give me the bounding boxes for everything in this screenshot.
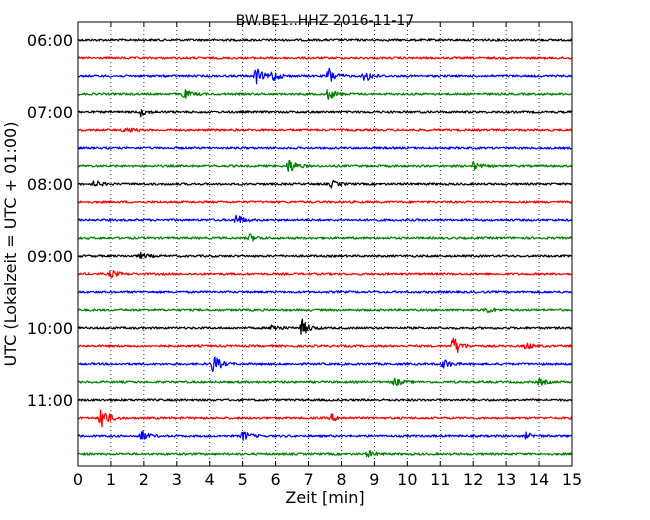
seismogram-trace (77, 214, 573, 224)
x-tick-label: 15 (562, 470, 582, 489)
seismogram-trace (77, 377, 573, 387)
seismogram-trace (77, 200, 573, 204)
plot-frame (77, 21, 573, 467)
x-tick-label: 9 (369, 470, 379, 489)
seismogram-trace (77, 409, 573, 428)
y-tick-label: 06:00 (27, 31, 73, 50)
x-tick-label: 4 (205, 470, 215, 489)
y-axis-title: UTC (Lokalzeit = UTC + 01:00) (1, 122, 20, 367)
x-tick-label: 11 (430, 470, 450, 489)
x-tick-label: 8 (336, 470, 346, 489)
x-axis: 0 1 2 3 4 5 6 7 8 9 10 11 12 13 14 15 (73, 22, 582, 489)
y-tick-label: 11:00 (27, 391, 73, 410)
seismogram-trace (77, 179, 573, 189)
y-tick-label: 08:00 (27, 175, 73, 194)
seismogram-trace (77, 398, 573, 402)
x-tick-label: 12 (463, 470, 483, 489)
seismogram-trace (77, 318, 573, 335)
seismogram-trace (77, 270, 573, 278)
y-tick-label: 10:00 (27, 319, 73, 338)
seismogram-trace (77, 67, 573, 85)
x-tick-label: 1 (106, 470, 116, 489)
x-tick-label: 5 (238, 470, 248, 489)
seismogram-trace (77, 56, 573, 60)
trace-layer (77, 38, 573, 458)
seismogram-trace (77, 450, 573, 458)
x-tick-label: 7 (303, 470, 313, 489)
seismogram-trace (77, 430, 573, 441)
seismogram-trace (77, 146, 573, 150)
x-tick-label: 3 (172, 470, 182, 489)
seismogram-trace (77, 290, 573, 294)
seismogram-trace (77, 356, 573, 373)
x-tick-label: 0 (73, 470, 83, 489)
x-tick-label: 14 (529, 470, 549, 489)
y-tick-label: 09:00 (27, 247, 73, 266)
chart-title: BW.BE1..HHZ 2016-11-17 (236, 13, 415, 29)
x-tick-label: 13 (496, 470, 516, 489)
seismogram-trace (77, 337, 573, 353)
seismogram-trace (77, 251, 573, 259)
x-tick-label: 6 (271, 470, 281, 489)
seismogram-trace (77, 233, 573, 242)
seismogram-trace (77, 109, 573, 118)
x-tick-label: 2 (139, 470, 149, 489)
seismogram-trace (77, 89, 573, 100)
x-tick-label: 10 (397, 470, 417, 489)
seismogram-trace (77, 159, 573, 172)
seismogram-trace (78, 307, 573, 314)
y-axis: 06:00 07:00 08:00 09:00 10:00 11:00 (27, 31, 572, 410)
seismogram-trace (77, 127, 573, 133)
seismogram-trace (77, 38, 573, 42)
y-tick-label: 07:00 (27, 103, 73, 122)
x-axis-title: Zeit [min] (285, 488, 364, 507)
